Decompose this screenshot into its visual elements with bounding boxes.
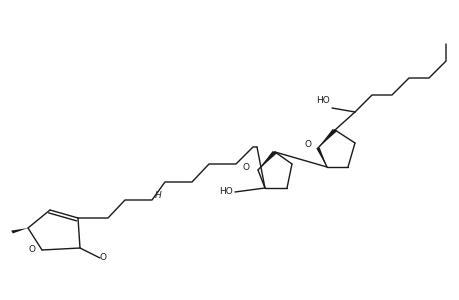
Text: O: O (28, 245, 35, 254)
Text: HO: HO (218, 188, 232, 196)
Text: O: O (242, 163, 249, 172)
Polygon shape (11, 228, 28, 233)
Text: O: O (304, 140, 311, 149)
Polygon shape (317, 129, 336, 148)
Polygon shape (257, 151, 277, 170)
Text: HO: HO (315, 96, 329, 105)
Text: H: H (154, 190, 161, 200)
Polygon shape (315, 148, 326, 167)
Text: O: O (100, 254, 107, 262)
